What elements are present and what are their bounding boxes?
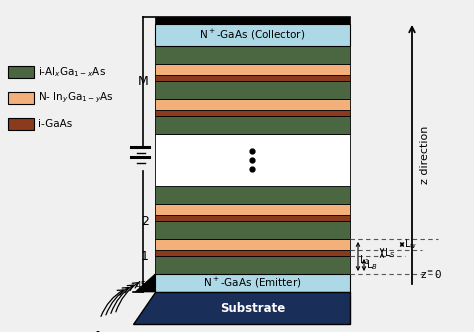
Bar <box>155 274 350 292</box>
Bar <box>155 75 350 81</box>
Bar <box>155 256 350 274</box>
Bar <box>155 204 350 215</box>
Text: N$^+$-GaAs (Emitter): N$^+$-GaAs (Emitter) <box>203 276 302 290</box>
Bar <box>155 116 350 134</box>
Text: 1: 1 <box>141 250 149 263</box>
Text: Substrate: Substrate <box>220 301 285 314</box>
Text: L$_w$: L$_w$ <box>404 238 417 251</box>
Bar <box>155 110 350 116</box>
Text: L$_S$: L$_S$ <box>384 246 396 260</box>
Text: z$^{=}$0: z$^{=}$0 <box>420 268 443 280</box>
Bar <box>155 215 350 221</box>
Bar <box>155 81 350 99</box>
Text: h$\nu$: h$\nu$ <box>92 330 113 332</box>
Bar <box>155 17 350 24</box>
Bar <box>8 118 34 130</box>
Bar <box>155 250 350 256</box>
Bar <box>155 134 350 186</box>
Text: i-Al$_x$Ga$_{1-x}$As: i-Al$_x$Ga$_{1-x}$As <box>38 65 106 79</box>
Text: 2: 2 <box>141 215 149 228</box>
Bar <box>8 66 34 78</box>
Bar <box>155 186 350 204</box>
Text: N- In$_y$Ga$_{1-y}$As: N- In$_y$Ga$_{1-y}$As <box>38 91 114 105</box>
Bar <box>155 24 350 46</box>
Text: L$_1$: L$_1$ <box>359 254 370 267</box>
Text: i-GaAs: i-GaAs <box>38 119 72 129</box>
Bar <box>155 46 350 64</box>
Bar <box>155 99 350 110</box>
Text: 45°: 45° <box>135 281 151 290</box>
Bar <box>155 239 350 250</box>
Text: N$^+$-GaAs (Collector): N$^+$-GaAs (Collector) <box>200 28 306 42</box>
Text: M: M <box>138 75 149 88</box>
Polygon shape <box>135 274 155 292</box>
Bar <box>8 92 34 104</box>
Text: L$_B$: L$_B$ <box>366 258 378 272</box>
Polygon shape <box>133 292 350 324</box>
Text: z direction: z direction <box>420 125 430 184</box>
Bar <box>155 64 350 75</box>
Bar <box>155 221 350 239</box>
